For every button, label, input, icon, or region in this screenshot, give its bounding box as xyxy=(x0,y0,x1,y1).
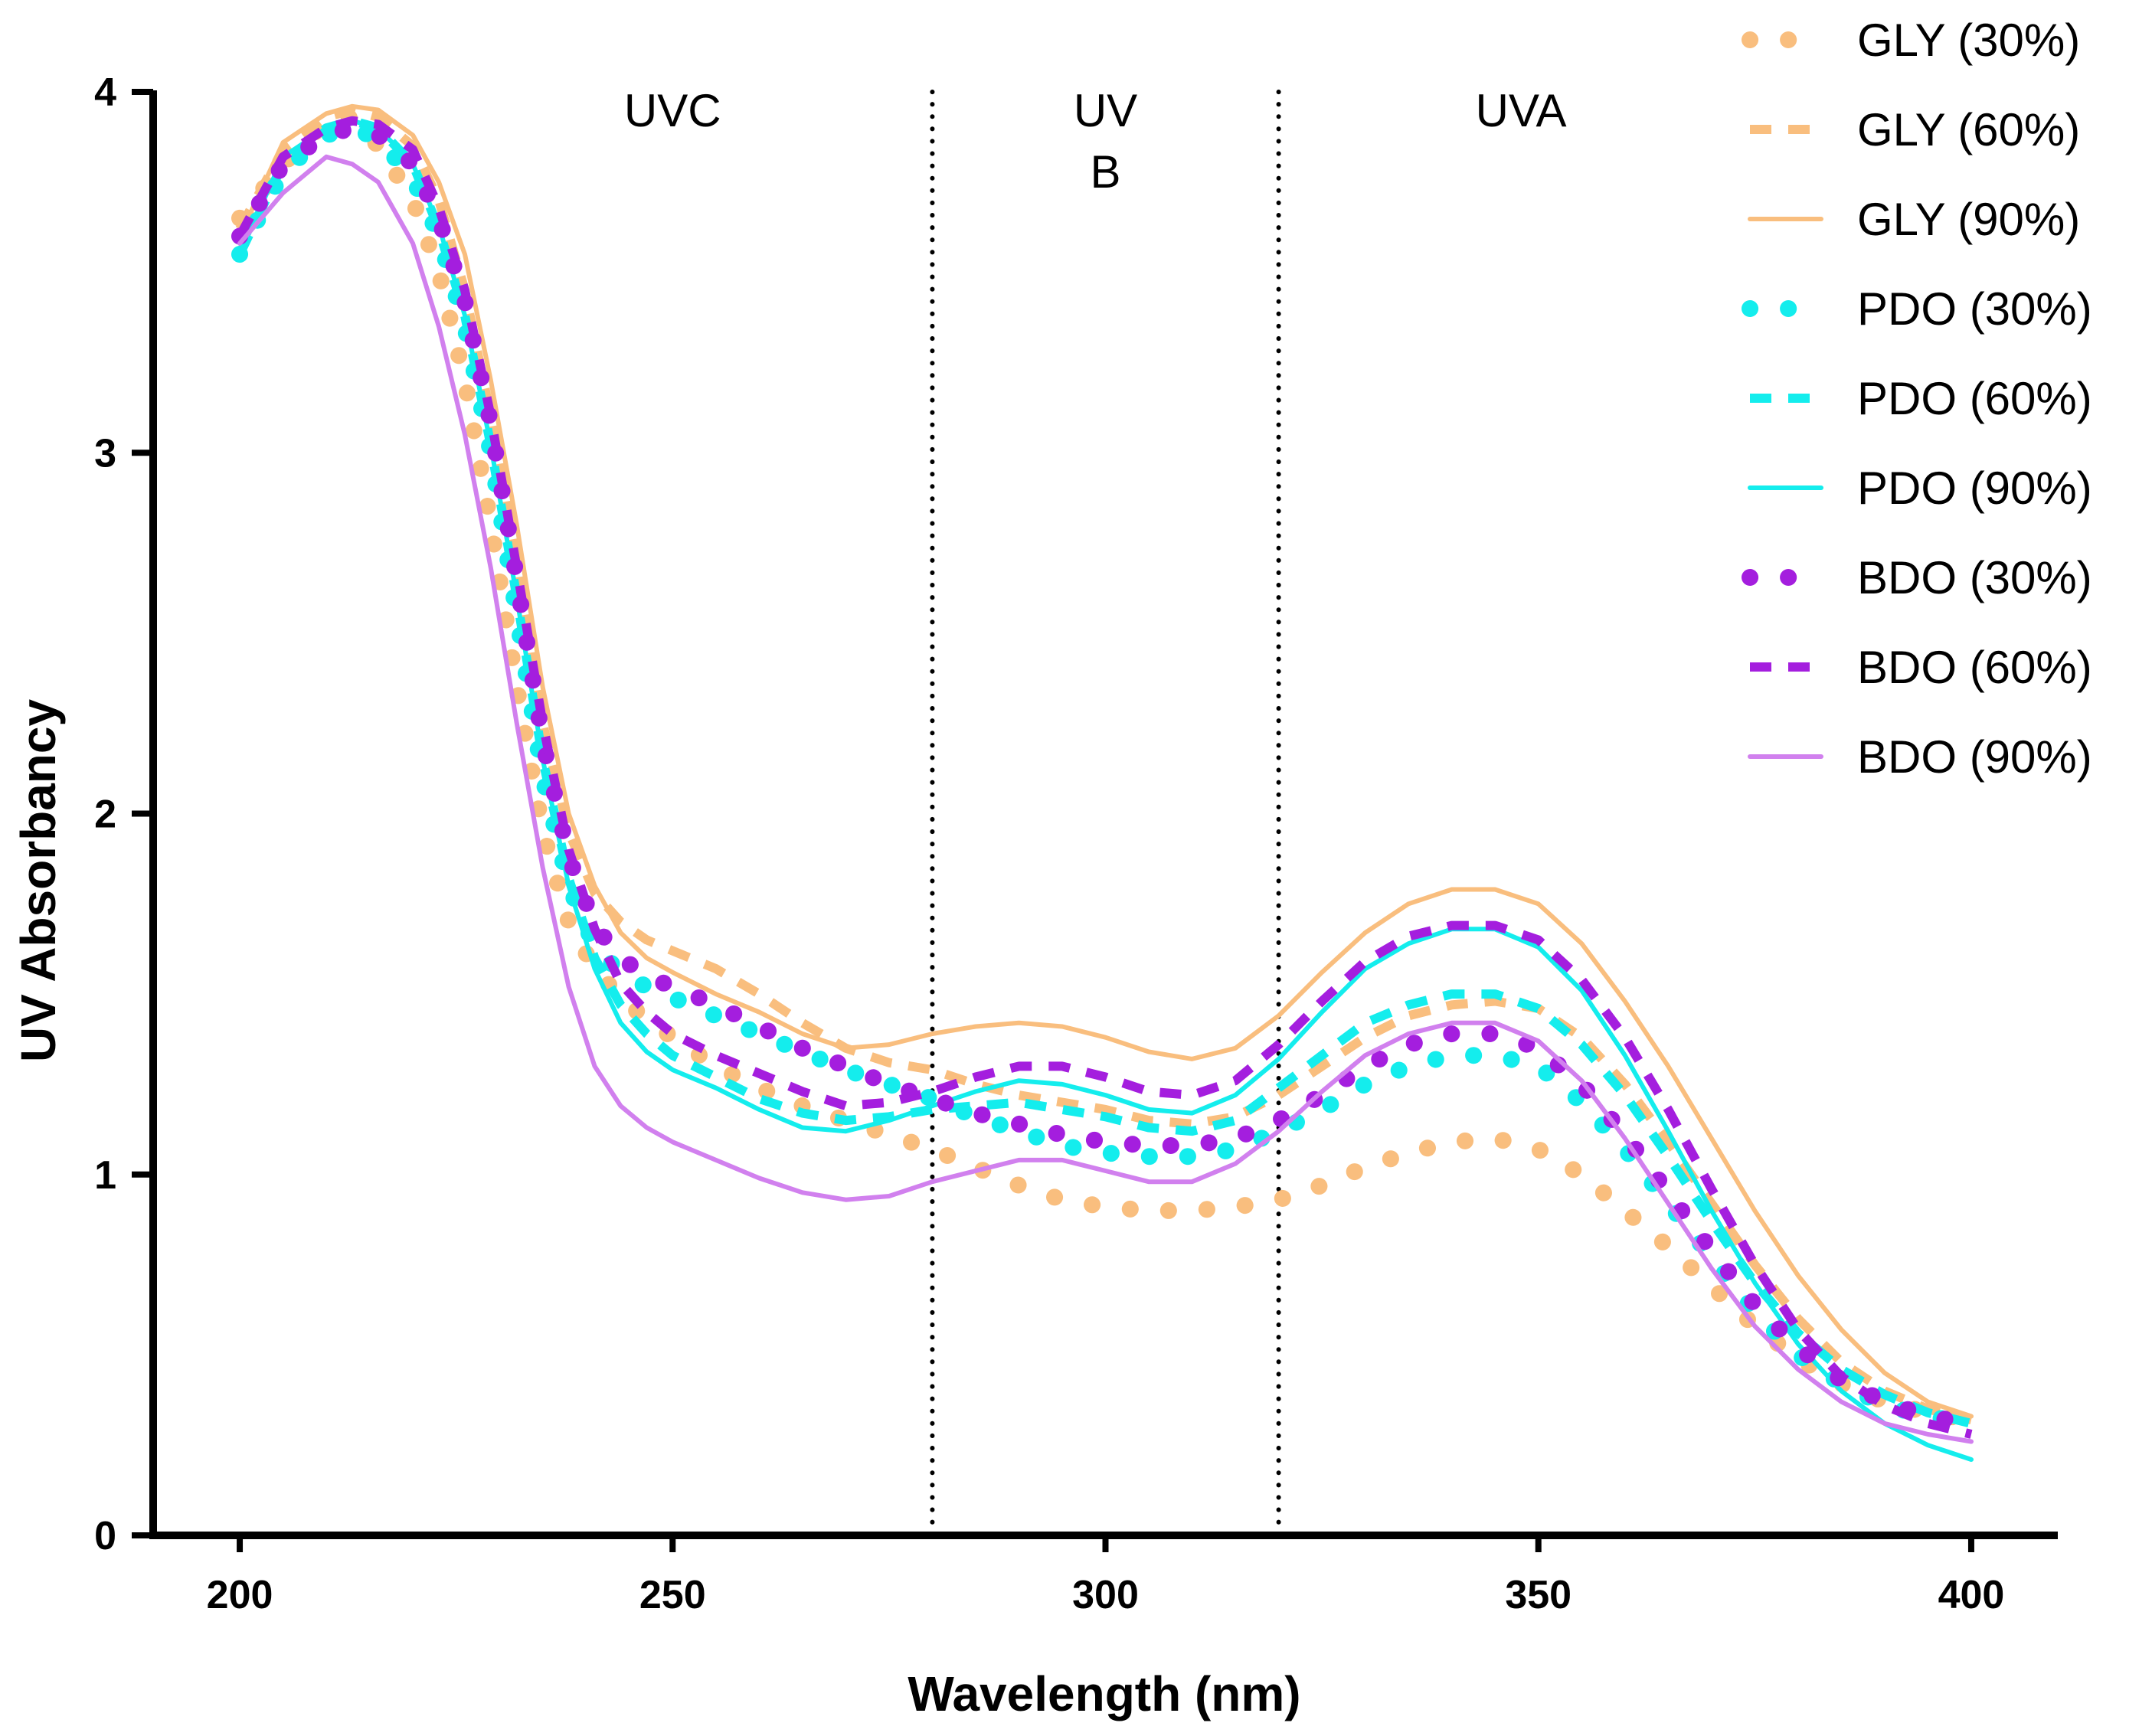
legend-label: PDO (90%) xyxy=(1857,463,2092,514)
legend-item: GLY (90%) xyxy=(1748,194,2080,245)
series-line-bdo-30 xyxy=(231,119,1980,1432)
legend-item: PDO (60%) xyxy=(1750,373,2092,424)
x-tick-label: 350 xyxy=(1505,1573,1571,1617)
legend-item: PDO (30%) xyxy=(1742,283,2092,335)
y-tick-label: 3 xyxy=(94,431,116,476)
legend-item: GLY (30%) xyxy=(1742,15,2080,66)
uv-region-layer: UVC UV B UVA xyxy=(624,85,1567,1538)
series-line-pdo-90 xyxy=(237,118,1974,1462)
ticks-layer: 200 250 300 350 400 0 1 2 3 4 xyxy=(94,70,2004,1617)
legend-label: PDO (60%) xyxy=(1857,373,2092,424)
y-tick-label: 4 xyxy=(94,70,116,115)
y-axis-title: UV Absorbancy xyxy=(11,699,66,1063)
legend-label: BDO (30%) xyxy=(1857,552,2092,603)
legend-label: GLY (60%) xyxy=(1857,104,2080,155)
x-tick-label: 250 xyxy=(639,1573,706,1617)
y-tick-label: 1 xyxy=(94,1153,116,1198)
legend-item: PDO (90%) xyxy=(1748,463,2092,514)
series-layer xyxy=(231,103,1980,1462)
series-line-bdo-90 xyxy=(237,154,1974,1444)
x-tick-label: 300 xyxy=(1072,1573,1139,1617)
series-line-gly-30 xyxy=(231,109,1980,1429)
legend-label: GLY (30%) xyxy=(1857,15,2080,66)
legend-label: GLY (90%) xyxy=(1857,194,2080,245)
legend-label: PDO (30%) xyxy=(1857,283,2092,335)
series-line-gly-90 xyxy=(237,103,1974,1419)
axes-layer xyxy=(149,90,2058,1539)
legend-label: BDO (60%) xyxy=(1857,642,2092,693)
region-label: B xyxy=(1090,146,1120,198)
region-label: UVA xyxy=(1476,85,1567,136)
legend: GLY (30%) GLY (60%) GLY (90%) PDO (30%) PDO … xyxy=(1742,15,2092,783)
region-label: UVC xyxy=(624,85,721,136)
x-tick-label: 200 xyxy=(207,1573,273,1617)
legend-label: BDO (90%) xyxy=(1857,731,2092,783)
x-tick-label: 400 xyxy=(1938,1573,2005,1617)
y-tick-label: 0 xyxy=(94,1514,116,1558)
series-line-pdo-30 xyxy=(231,119,1980,1432)
x-axis-title: Wavelength (nm) xyxy=(908,1666,1300,1721)
legend-item: BDO (60%) xyxy=(1750,642,2092,693)
legend-item: GLY (60%) xyxy=(1750,104,2080,155)
series-line-gly-60 xyxy=(235,105,1973,1425)
legend-item: BDO (30%) xyxy=(1742,552,2092,603)
region-label: UV xyxy=(1074,85,1137,136)
y-tick-label: 2 xyxy=(94,793,116,837)
legend-item: BDO (90%) xyxy=(1748,731,2092,783)
series-line-pdo-60 xyxy=(235,116,1973,1428)
